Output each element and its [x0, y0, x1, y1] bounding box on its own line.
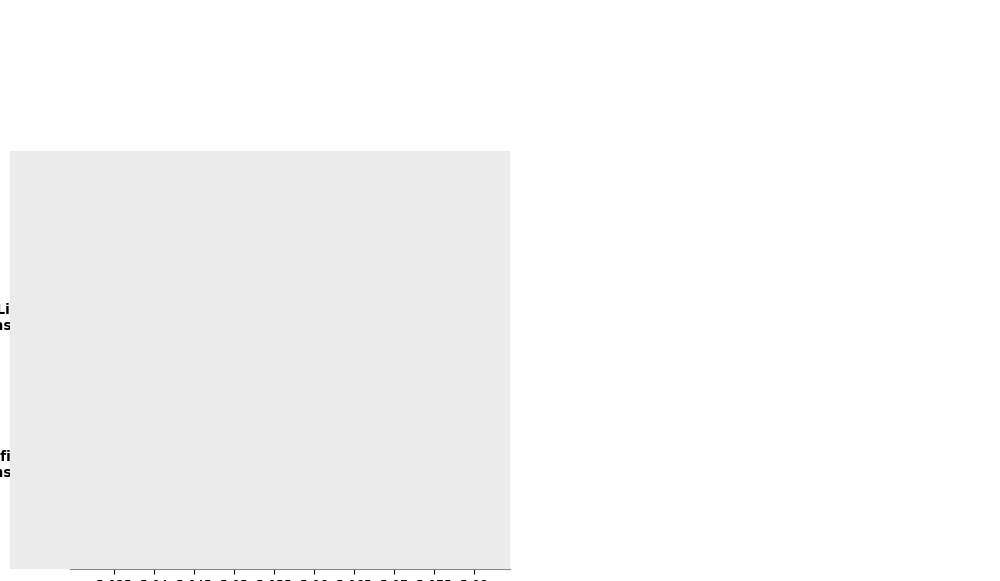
Text: 2: 2: [470, 460, 478, 470]
Text: 2: 2: [230, 397, 238, 407]
Bar: [421, 249, 447, 388]
Text: 2: 2: [150, 397, 158, 407]
Text: 2: 2: [310, 522, 318, 532]
Bar: [221, 249, 247, 388]
Text: 2: 2: [430, 522, 438, 532]
Text: 2: 2: [110, 522, 118, 532]
Text: 2: 2: [390, 397, 398, 407]
Text: 2: 2: [470, 522, 478, 532]
Text: 2: 2: [150, 313, 158, 324]
Bar: [472, 416, 476, 514]
Bar: [184, 456, 204, 474]
Text: 2: 2: [390, 313, 398, 324]
Bar: [312, 416, 316, 514]
Text: 2: 2: [150, 460, 158, 470]
Text: 2: 2: [350, 460, 358, 470]
Bar: [352, 416, 356, 514]
Title: Execution Time Per Time Step in HIL: Execution Time Per Time Step in HIL: [90, 192, 490, 211]
Bar: [341, 249, 367, 388]
Bar: [464, 456, 484, 474]
Bar: [144, 309, 164, 328]
Bar: [181, 249, 207, 388]
Text: 2: 2: [230, 313, 238, 324]
Bar: [344, 309, 364, 328]
Bar: [344, 456, 364, 474]
Text: 2: 2: [230, 522, 238, 532]
Text: 2: 2: [270, 313, 278, 324]
Text: 2: 2: [350, 313, 358, 324]
Text: 2: 2: [110, 460, 118, 470]
Bar: [304, 456, 324, 474]
Text: 2: 2: [350, 522, 358, 532]
Text: 2: 2: [190, 522, 198, 532]
Text: 2: 2: [430, 460, 438, 470]
Text: 2: 2: [310, 460, 318, 470]
Bar: [264, 456, 284, 474]
Bar: [184, 309, 204, 328]
Bar: [152, 416, 156, 514]
Bar: [141, 249, 167, 388]
Bar: [104, 309, 124, 328]
Text: Multi-Link
Suspension: Multi-Link Suspension: [0, 303, 36, 333]
Text: 2: 2: [110, 313, 118, 324]
Bar: [392, 416, 396, 514]
Bar: [232, 416, 236, 514]
Bar: [432, 416, 436, 514]
Bar: [104, 456, 124, 474]
Text: 2: 2: [470, 397, 478, 407]
Bar: [461, 249, 487, 388]
Bar: [384, 456, 404, 474]
Text: Simplified
Suspension: Simplified Suspension: [0, 450, 36, 480]
Text: 2: 2: [390, 460, 398, 470]
Bar: [301, 249, 327, 388]
Text: 2: 2: [270, 522, 278, 532]
Text: 2: 2: [110, 397, 118, 407]
Bar: [261, 249, 287, 388]
Text: 2: 2: [310, 313, 318, 324]
Text: 2: 2: [270, 397, 278, 407]
Bar: [224, 456, 244, 474]
Bar: [381, 249, 407, 388]
Bar: [424, 309, 444, 328]
Bar: [224, 309, 244, 328]
Text: 2: 2: [430, 313, 438, 324]
Bar: [304, 309, 324, 328]
Bar: [144, 456, 164, 474]
Text: 2: 2: [430, 397, 438, 407]
Text: 2: 2: [350, 397, 358, 407]
Text: 2: 2: [270, 460, 278, 470]
Bar: [464, 309, 484, 328]
Bar: [424, 456, 444, 474]
Text: 2: 2: [310, 397, 318, 407]
Bar: [112, 416, 116, 514]
Bar: [272, 416, 276, 514]
Text: 2: 2: [390, 522, 398, 532]
Text: 2: 2: [150, 522, 158, 532]
Bar: [101, 249, 127, 388]
Text: 2: 2: [190, 313, 198, 324]
Bar: [192, 416, 196, 514]
Text: 2: 2: [190, 460, 198, 470]
Text: 2: 2: [190, 397, 198, 407]
Bar: [264, 309, 284, 328]
Text: 2: 2: [230, 460, 238, 470]
Bar: [384, 309, 404, 328]
Text: 2: 2: [470, 313, 478, 324]
